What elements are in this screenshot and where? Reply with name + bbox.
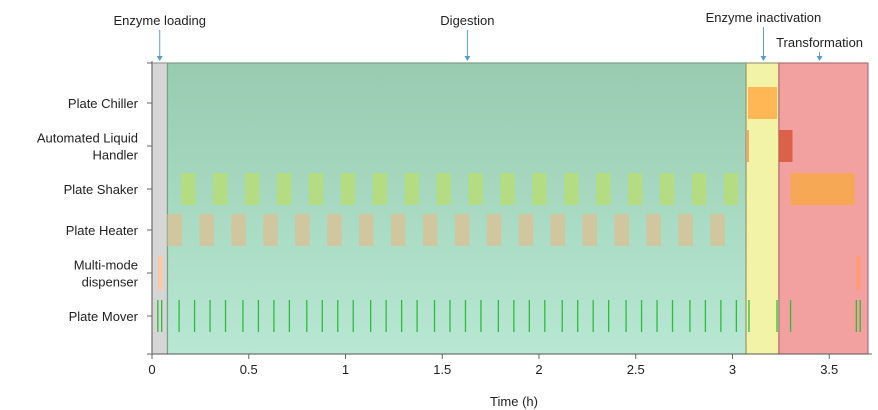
task-dispenser-1 [856, 256, 861, 290]
task-plate-heater-17 [710, 214, 725, 246]
task-plate-shaker-3 [276, 173, 292, 205]
row-label-multi-mode-dispenser-1: dispenser [82, 275, 139, 290]
task-plate-shaker-2 [244, 173, 260, 205]
x-axis-label: Time (h) [490, 394, 538, 409]
x-tick-labels: 0 0.5 1 1.5 2 2.5 3 3.5 [148, 362, 838, 377]
phase-arrowhead-enzyme-inactivation [760, 56, 767, 61]
task-plate-heater-1 [199, 214, 214, 246]
task-plate-shaker-12 [564, 173, 579, 205]
phase-label-enzyme-inactivation: Enzyme inactivation [706, 10, 822, 25]
row-label-automated-liquid-handler-1: Handler [92, 148, 138, 163]
task-plate-heater-15 [646, 214, 661, 246]
task-plate-shaker-9 [468, 173, 483, 205]
task-plate-shaker-1 [212, 173, 228, 205]
task-plate-shaker-16 [691, 173, 707, 205]
task-liquid-handler-1 [778, 130, 793, 162]
row-label-plate-heater-0: Plate Heater [66, 223, 139, 238]
phase-backgrounds [151, 62, 869, 355]
task-plate-shaker-10 [500, 173, 515, 205]
phase-region-digestion [166, 62, 747, 355]
task-plate-shaker-4 [308, 173, 324, 205]
x-tick-label-4: 2 [535, 362, 542, 377]
x-tick-label-6: 3 [729, 362, 736, 377]
task-plate-shaker-extra-0 [790, 173, 855, 205]
task-plate-heater-6 [359, 214, 374, 246]
phase-label-enzyme-loading: Enzyme loading [113, 13, 206, 28]
task-plate-heater-7 [390, 214, 406, 246]
task-liquid-handler-0 [746, 130, 749, 162]
row-labels: Plate Chiller Automated Liquid Handler Plat… [37, 96, 139, 324]
x-tick-label-7: 3.5 [820, 362, 838, 377]
row-label-multi-mode-dispenser-0: Multi-mode [74, 258, 138, 273]
x-tick-label-1: 0.5 [240, 362, 258, 377]
task-plate-shaker-7 [404, 173, 420, 205]
x-tick-label-3: 1.5 [433, 362, 451, 377]
phase-label-transformation: Transformation [776, 35, 863, 50]
task-plate-shaker-13 [596, 173, 611, 205]
row-label-plate-chiller-0: Plate Chiller [68, 96, 139, 111]
task-plate-shaker-15 [659, 173, 675, 205]
task-plate-heater-5 [327, 214, 342, 246]
task-plate-heater-10 [486, 214, 502, 246]
task-plate-heater-14 [614, 214, 629, 246]
task-plate-shaker-8 [436, 173, 451, 205]
phase-labels: Enzyme loading Digestion Enzyme inactivati… [113, 10, 863, 61]
task-plate-heater-2 [231, 214, 246, 246]
task-plate-shaker-14 [628, 173, 643, 205]
task-plate-heater-8 [422, 214, 438, 246]
task-plate-heater-11 [518, 214, 534, 246]
row-label-plate-mover-0: Plate Mover [69, 309, 139, 324]
task-plate-shaker-5 [340, 173, 356, 205]
task-plate-shaker-11 [532, 173, 547, 205]
phase-region-transformation [778, 62, 869, 355]
phase-region-enzyme-loading [151, 62, 169, 355]
phase-arrowhead-digestion [464, 56, 471, 61]
task-plate-heater-13 [582, 214, 598, 246]
task-plate-heater-16 [678, 214, 693, 246]
task-plate-heater-3 [263, 214, 278, 246]
task-plate-shaker-17 [723, 173, 739, 205]
task-bars [157, 87, 861, 332]
task-plate-heater-4 [295, 214, 310, 246]
phase-label-digestion: Digestion [440, 13, 494, 28]
task-plate-heater-9 [454, 214, 470, 246]
phase-arrowhead-transformation [816, 56, 823, 61]
task-plate-heater-0 [167, 214, 182, 246]
task-dispenser-0 [157, 256, 163, 290]
task-plate-chiller-0 [747, 87, 778, 119]
task-plate-shaker-6 [372, 173, 388, 205]
task-plate-heater-12 [550, 214, 566, 246]
row-label-automated-liquid-handler-0: Automated Liquid [37, 131, 138, 146]
axes [147, 61, 872, 359]
x-tick-label-5: 2.5 [627, 362, 645, 377]
task-plate-shaker-0 [181, 173, 196, 205]
x-tick-label-0: 0 [148, 362, 155, 377]
phase-arrowhead-enzyme-loading [156, 56, 163, 61]
x-tick-label-2: 1 [342, 362, 349, 377]
row-label-plate-shaker-0: Plate Shaker [64, 182, 139, 197]
